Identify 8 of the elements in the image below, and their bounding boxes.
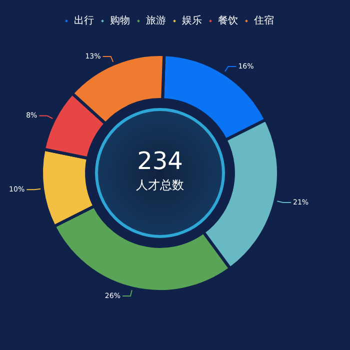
legend-label: 购物 xyxy=(110,16,130,27)
legend-label: 出行 xyxy=(74,14,94,27)
legend-label: 娱乐 xyxy=(182,14,202,27)
text: 234 xyxy=(137,147,183,176)
legend-label: 旅游 xyxy=(146,14,166,27)
legend-label: 住宿 xyxy=(254,14,274,27)
legend-label: 餐饮 xyxy=(218,14,238,27)
text: 人才总数 xyxy=(136,178,184,192)
